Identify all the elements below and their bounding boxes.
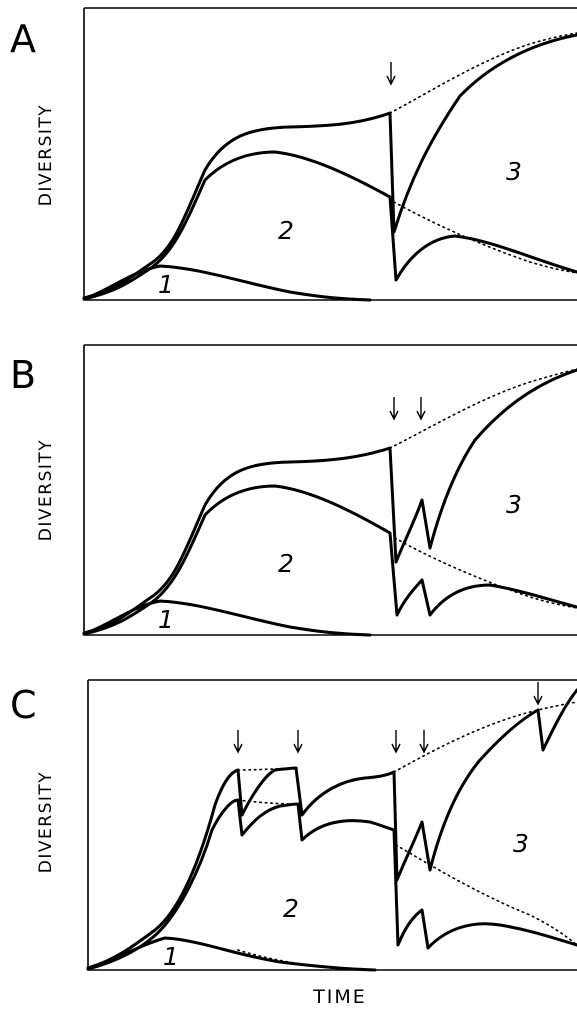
arrow-a1	[386, 62, 396, 86]
extinction-free-decline-a	[393, 201, 577, 274]
panel-a: A DIVERSITY 1 2 3	[10, 7, 577, 302]
extinction-free-decline-c	[237, 799, 577, 946]
region-label-1-a: 1	[158, 270, 174, 299]
curve-total-b	[82, 368, 577, 635]
x-axis-label: TIME	[312, 986, 367, 1008]
arrow-c2	[293, 730, 303, 754]
panel-label-a: A	[10, 17, 36, 61]
extinction-free-trajectory-a	[389, 32, 577, 114]
region-label-3-c: 3	[513, 829, 529, 858]
extinction-free-trajectory-b	[389, 368, 577, 449]
y-axis-label-a: DIVERSITY	[36, 104, 56, 206]
extinction-arrows-a	[386, 62, 396, 86]
curve-total-c	[86, 688, 577, 970]
arrow-c4	[419, 730, 429, 754]
region-label-3-b: 3	[506, 490, 522, 519]
region-label-2-c: 2	[283, 894, 299, 923]
region-label-1-c: 1	[163, 942, 179, 971]
curve-region1-2-boundary-b	[82, 484, 577, 636]
y-axis-label-b: DIVERSITY	[36, 439, 56, 541]
panel-c: C DIVERSITY 1 2 3	[10, 679, 577, 972]
extinction-free-decline-b	[394, 537, 577, 609]
panel-b: B DIVERSITY 1 2 3	[10, 344, 577, 637]
arrow-c5	[533, 682, 543, 706]
y-axis-label-c: DIVERSITY	[36, 771, 56, 873]
region-label-2-b: 2	[278, 549, 294, 578]
arrow-b1	[389, 397, 399, 421]
region-label-3-a: 3	[506, 157, 522, 186]
arrow-c1	[233, 730, 243, 754]
region-label-2-a: 2	[278, 216, 294, 245]
curve-region1-c	[86, 936, 377, 972]
panel-label-c: C	[10, 683, 37, 727]
curve-region1-2-boundary-c	[86, 798, 577, 971]
panel-label-b: B	[10, 353, 36, 397]
arrow-c3	[391, 730, 401, 754]
arrow-b2	[416, 397, 426, 421]
curve-total-a	[82, 33, 577, 300]
curve-region1-a	[82, 264, 372, 302]
extinction-free-region1-c	[237, 949, 321, 968]
region-label-1-b: 1	[158, 605, 174, 634]
curve-region1-b	[82, 599, 372, 637]
extinction-arrows-c	[233, 682, 543, 754]
extinction-arrows-b	[389, 397, 426, 421]
extinction-free-trajectory-c	[237, 701, 577, 773]
